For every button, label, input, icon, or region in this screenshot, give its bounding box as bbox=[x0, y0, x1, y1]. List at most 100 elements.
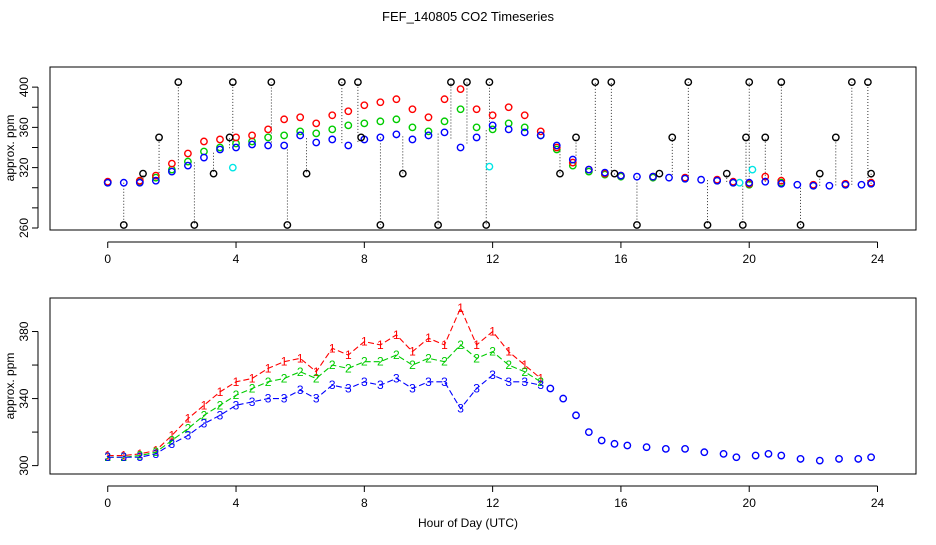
point-red bbox=[392, 95, 401, 104]
point-label-2: 2 bbox=[185, 422, 192, 436]
top-x-tick-label: 4 bbox=[233, 252, 240, 266]
point-red bbox=[568, 158, 577, 167]
point-blue bbox=[713, 176, 722, 185]
point-merged bbox=[835, 455, 843, 463]
point-label-1: 1 bbox=[329, 341, 336, 355]
point-label-1: 1 bbox=[169, 428, 176, 442]
point-outliers bbox=[745, 78, 754, 86]
bottom-x-tick-label: 24 bbox=[871, 496, 885, 510]
point-blue bbox=[809, 181, 818, 190]
point-outliers bbox=[703, 221, 712, 229]
point-green bbox=[456, 105, 465, 114]
point-blue bbox=[264, 141, 273, 150]
point-outliers bbox=[376, 221, 385, 229]
top-panel-axes: 0 4 8 12 16 20 24 260 320 360 400 bbox=[17, 77, 885, 266]
point-red bbox=[296, 113, 305, 122]
point-merged bbox=[719, 449, 728, 458]
point-blue bbox=[248, 140, 256, 149]
point-merged bbox=[584, 428, 593, 436]
point-outliers bbox=[738, 221, 747, 229]
point-blue bbox=[552, 141, 561, 150]
point-outliers bbox=[684, 78, 693, 86]
point-red bbox=[312, 119, 321, 128]
point-label-3: 3 bbox=[361, 375, 368, 389]
point-label-1: 1 bbox=[265, 361, 272, 375]
point-outliers bbox=[302, 169, 311, 178]
point-label-2: 2 bbox=[297, 365, 304, 379]
point-outliers bbox=[831, 133, 840, 142]
point-outliers bbox=[591, 78, 600, 86]
point-label-3: 3 bbox=[409, 382, 416, 396]
point-blue bbox=[520, 128, 529, 137]
point-outliers bbox=[398, 169, 407, 178]
point-blue bbox=[392, 130, 401, 139]
point-green bbox=[296, 127, 305, 136]
point-label-2: 2 bbox=[265, 375, 272, 389]
point-cyan bbox=[735, 178, 744, 187]
point-outliers bbox=[485, 78, 494, 86]
bottom-y-tick-label: 380 bbox=[17, 321, 31, 341]
point-blue bbox=[103, 178, 112, 187]
point-outliers bbox=[722, 169, 731, 178]
point-red bbox=[408, 105, 417, 114]
point-label-2: 2 bbox=[505, 358, 512, 372]
point-outliers bbox=[225, 133, 234, 142]
point-green bbox=[408, 123, 417, 132]
point-blue bbox=[633, 172, 641, 181]
point-green bbox=[328, 125, 337, 134]
point-merged bbox=[815, 456, 824, 465]
point-label-1: 1 bbox=[217, 385, 224, 399]
point-outliers bbox=[139, 169, 147, 178]
point-outliers bbox=[190, 221, 199, 229]
point-red bbox=[504, 103, 513, 112]
point-outliers bbox=[668, 133, 677, 142]
point-blue bbox=[568, 155, 577, 164]
point-label-2: 2 bbox=[361, 355, 368, 369]
point-label-1: 1 bbox=[489, 325, 496, 339]
point-green bbox=[360, 119, 369, 128]
point-outliers bbox=[761, 133, 770, 142]
point-merged bbox=[796, 455, 805, 463]
point-label-3: 3 bbox=[104, 450, 111, 464]
point-label-1: 1 bbox=[409, 345, 416, 359]
point-label-2: 2 bbox=[425, 351, 432, 365]
point-blue bbox=[825, 181, 834, 190]
point-merged bbox=[546, 384, 555, 393]
series-line-3 bbox=[107, 374, 541, 458]
point-red bbox=[280, 115, 289, 124]
point-label-3: 3 bbox=[233, 398, 240, 412]
bottom-x-tick-label: 8 bbox=[361, 496, 368, 510]
top-y-axis-label: approx. ppm bbox=[3, 115, 17, 182]
point-label-1: 1 bbox=[281, 355, 288, 369]
top-y-tick-label: 360 bbox=[17, 117, 31, 137]
point-green bbox=[392, 115, 401, 124]
point-label-2: 2 bbox=[120, 450, 127, 464]
point-merged bbox=[623, 441, 632, 450]
point-merged bbox=[777, 451, 786, 460]
point-label-3: 3 bbox=[473, 382, 480, 396]
point-blue bbox=[488, 121, 497, 130]
point-red bbox=[456, 85, 465, 94]
chart-title: FEF_140805 CO2 Timeseries bbox=[382, 9, 554, 24]
point-green bbox=[440, 117, 449, 126]
point-blue bbox=[328, 135, 337, 144]
point-blue bbox=[697, 175, 706, 184]
point-label-1: 1 bbox=[537, 371, 544, 385]
point-label-2: 2 bbox=[409, 358, 416, 372]
point-blue bbox=[408, 135, 417, 144]
point-label-1: 1 bbox=[297, 351, 304, 365]
point-merged bbox=[642, 443, 651, 452]
point-blue bbox=[665, 173, 673, 182]
point-outliers bbox=[283, 221, 292, 229]
point-label-1: 1 bbox=[201, 398, 208, 412]
bottom-x-tick-label: 4 bbox=[233, 496, 240, 510]
point-merged bbox=[610, 439, 619, 448]
point-red bbox=[777, 176, 786, 185]
point-merged bbox=[854, 455, 863, 463]
point-label-3: 3 bbox=[521, 375, 528, 389]
point-label-3: 3 bbox=[457, 402, 464, 416]
point-label-3: 3 bbox=[217, 408, 224, 422]
point-label-3: 3 bbox=[120, 450, 127, 464]
